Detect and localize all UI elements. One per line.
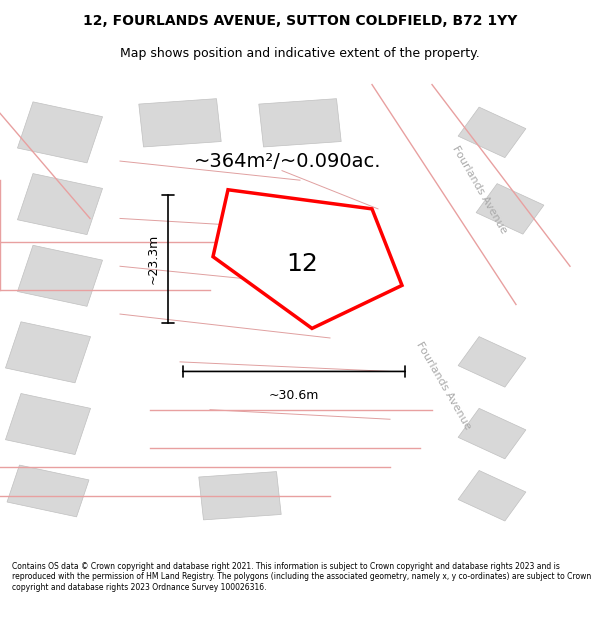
Bar [199, 472, 281, 520]
Bar [5, 394, 91, 454]
Bar [17, 102, 103, 163]
Text: 12: 12 [286, 252, 318, 276]
Bar [17, 174, 103, 234]
Bar [5, 322, 91, 383]
Bar [458, 471, 526, 521]
Text: Map shows position and indicative extent of the property.: Map shows position and indicative extent… [120, 48, 480, 61]
Text: ~30.6m: ~30.6m [269, 389, 319, 402]
Text: Fourlands Avenue: Fourlands Avenue [415, 340, 473, 431]
Bar [458, 408, 526, 459]
Bar [259, 99, 341, 147]
Text: ~23.3m: ~23.3m [146, 234, 160, 284]
Bar [476, 184, 544, 234]
Bar [458, 337, 526, 387]
Bar [458, 107, 526, 158]
Bar [17, 245, 103, 306]
Text: ~364m²/~0.090ac.: ~364m²/~0.090ac. [194, 151, 382, 171]
Text: 12, FOURLANDS AVENUE, SUTTON COLDFIELD, B72 1YY: 12, FOURLANDS AVENUE, SUTTON COLDFIELD, … [83, 14, 517, 28]
Bar [139, 99, 221, 147]
Text: Fourlands Avenue: Fourlands Avenue [451, 144, 509, 236]
Bar [7, 465, 89, 517]
Polygon shape [213, 190, 402, 328]
Text: Contains OS data © Crown copyright and database right 2021. This information is : Contains OS data © Crown copyright and d… [12, 562, 591, 591]
